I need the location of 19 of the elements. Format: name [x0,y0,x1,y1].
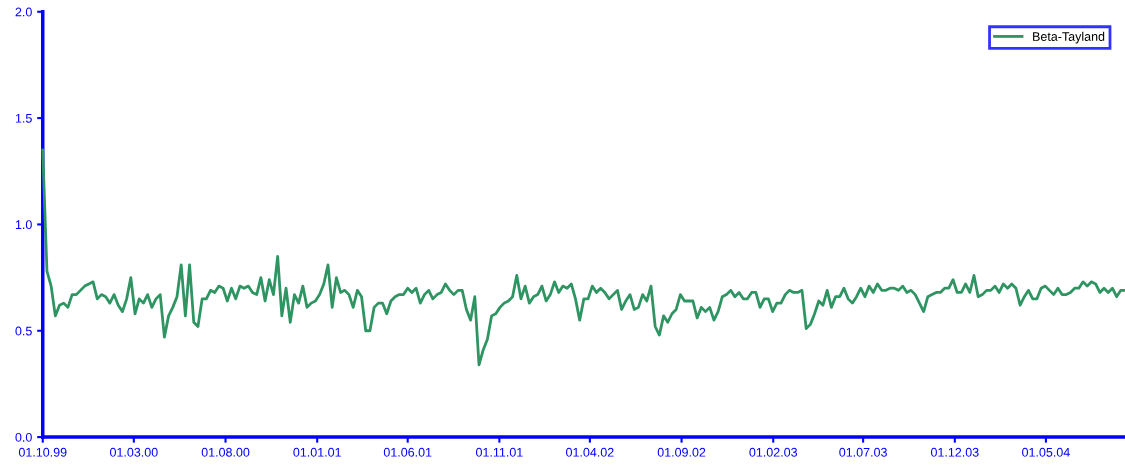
x-tick-label: 01.10.99 [18,447,67,457]
x-tick-label: 01.12.03 [930,447,979,457]
x-tick-label: 01.02.03 [749,447,798,457]
x-tick-label: 01.09.02 [657,447,706,457]
x-tick-label: 01.04.02 [566,447,614,457]
x-tick-label: 01.01.01 [293,447,341,457]
x-tick-label: 01.11.01 [476,447,523,457]
legend-label: Beta-Tayland [1033,31,1105,44]
x-tick-label: 01.03.00 [110,447,158,457]
x-tick-label: 01.07.03 [839,447,887,457]
y-tick-label: 0.0 [15,432,32,442]
y-tick-label: 0.5 [15,326,32,336]
x-tick-label: 01.06.01 [383,447,432,457]
line-series [41,148,1125,367]
y-tick-label: 1.0 [15,220,32,230]
x-tick-label: 01.05.04 [1022,447,1070,457]
x-tick-label: 01.08.00 [201,447,250,457]
y-tick-label: 2.0 [15,7,32,17]
y-tick-label: 1.5 [15,114,32,123]
